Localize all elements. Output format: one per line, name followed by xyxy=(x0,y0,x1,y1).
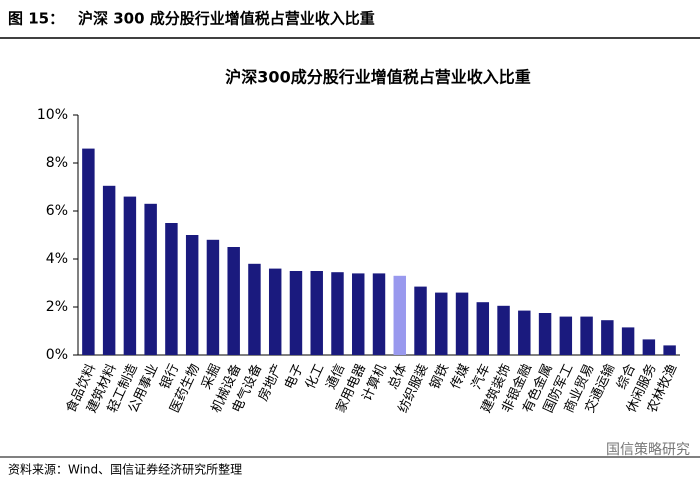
bar xyxy=(206,239,220,355)
y-tick-label: 4% xyxy=(46,251,68,267)
x-tick-label: 化工 xyxy=(303,362,328,392)
chart-title: 沪深300成分股行业增值税占营业收入比重 xyxy=(225,68,530,87)
x-tick-label: 钢铁 xyxy=(427,362,452,392)
bar xyxy=(601,320,614,355)
x-tick-label: 电子 xyxy=(282,362,307,392)
bar xyxy=(497,305,510,355)
bar xyxy=(372,273,386,355)
bar xyxy=(227,247,240,355)
x-tick-label: 传媒 xyxy=(448,362,473,392)
y-tick-label: 0% xyxy=(46,347,68,363)
bar xyxy=(248,263,261,355)
source: 资料来源：Wind、国信证券经济研究所整理 xyxy=(8,462,242,477)
bar xyxy=(642,339,656,355)
bar xyxy=(165,223,178,355)
bar xyxy=(289,271,303,355)
figure-label: 图 15： xyxy=(8,10,64,28)
bar xyxy=(663,345,676,355)
bar xyxy=(331,272,344,355)
bar xyxy=(414,286,427,355)
bar xyxy=(82,148,95,355)
bar xyxy=(559,316,573,355)
bar xyxy=(310,271,323,355)
watermark: 国信策略研究 xyxy=(606,441,690,458)
bar xyxy=(393,275,406,355)
y-tick-label: 10% xyxy=(37,107,68,123)
bar xyxy=(455,292,469,355)
bar xyxy=(352,273,365,355)
bar xyxy=(102,185,116,355)
figure-title: 沪深 300 成分股行业增值税占营业收入比重 xyxy=(78,10,375,28)
bar xyxy=(435,292,448,355)
bar xyxy=(580,316,593,355)
bar xyxy=(268,268,282,355)
bar xyxy=(185,235,199,355)
bar xyxy=(476,302,490,355)
bar xyxy=(538,313,552,355)
bar xyxy=(518,310,531,355)
y-tick-label: 2% xyxy=(46,299,68,315)
bar xyxy=(144,203,157,355)
bar xyxy=(621,327,635,355)
bar xyxy=(123,196,137,355)
y-tick-label: 8% xyxy=(46,155,68,171)
y-tick-label: 6% xyxy=(46,203,68,219)
